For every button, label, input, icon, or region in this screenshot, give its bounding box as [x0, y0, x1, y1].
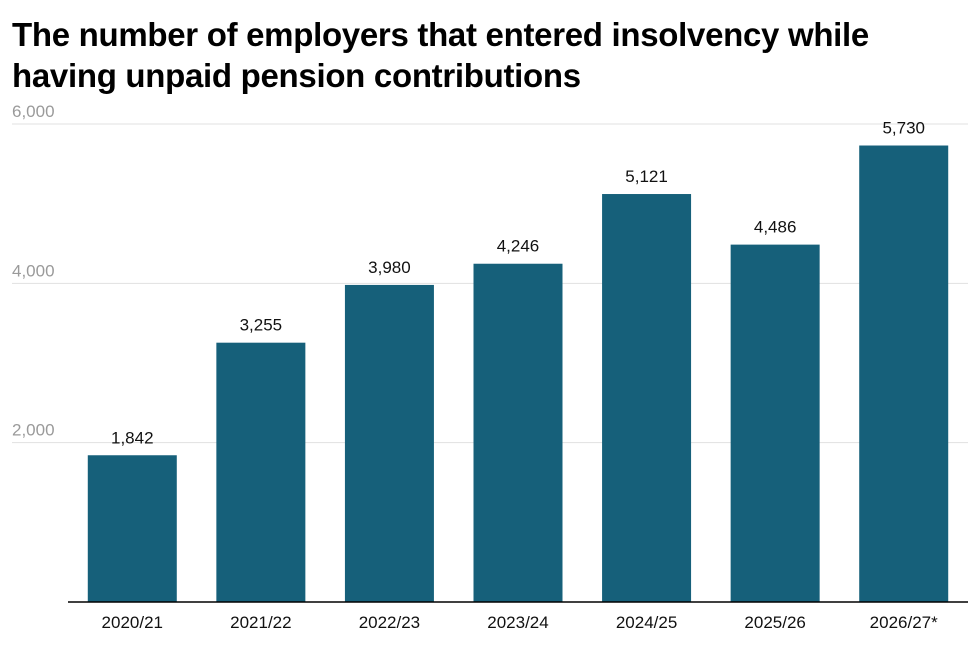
x-tick-label: 2020/21: [102, 613, 163, 632]
y-tick-label: 4,000: [12, 261, 55, 280]
data-label: 3,255: [240, 316, 283, 335]
bar-2022-23: [344, 284, 434, 602]
x-tick-label: 2022/23: [359, 613, 420, 632]
x-tick-label: 2024/25: [616, 613, 677, 632]
bar-2025-26: [730, 244, 820, 602]
x-tick-label: 2021/22: [230, 613, 291, 632]
data-label: 3,980: [368, 258, 411, 277]
bar-2023-24: [473, 263, 563, 602]
bars: [87, 145, 949, 603]
bar-2024-25: [602, 194, 692, 603]
data-label: 5,730: [882, 119, 925, 138]
data-label: 5,121: [625, 167, 668, 186]
bar-2020-21: [87, 455, 177, 602]
data-label: 4,486: [754, 218, 797, 237]
chart-title: The number of employers that entered ins…: [12, 16, 869, 94]
x-axis-labels: 2020/21 2021/22 2022/23 2023/24 2024/25 2025/…: [102, 613, 939, 632]
bar-2021-22: [216, 342, 306, 602]
y-axis-ticks: 2,000 4,000 6,000: [12, 102, 55, 440]
x-tick-label: 2026/27*: [870, 613, 938, 632]
data-label: 1,842: [111, 428, 154, 447]
data-labels: 1,842 3,255 3,980 4,246 5,121 4,486 5,730: [111, 119, 925, 448]
y-tick-label: 6,000: [12, 102, 55, 121]
x-tick-label: 2025/26: [744, 613, 805, 632]
data-label: 4,246: [497, 237, 540, 256]
y-tick-label: 2,000: [12, 421, 55, 440]
bar-2026-27-: [859, 145, 949, 602]
x-tick-label: 2023/24: [487, 613, 548, 632]
